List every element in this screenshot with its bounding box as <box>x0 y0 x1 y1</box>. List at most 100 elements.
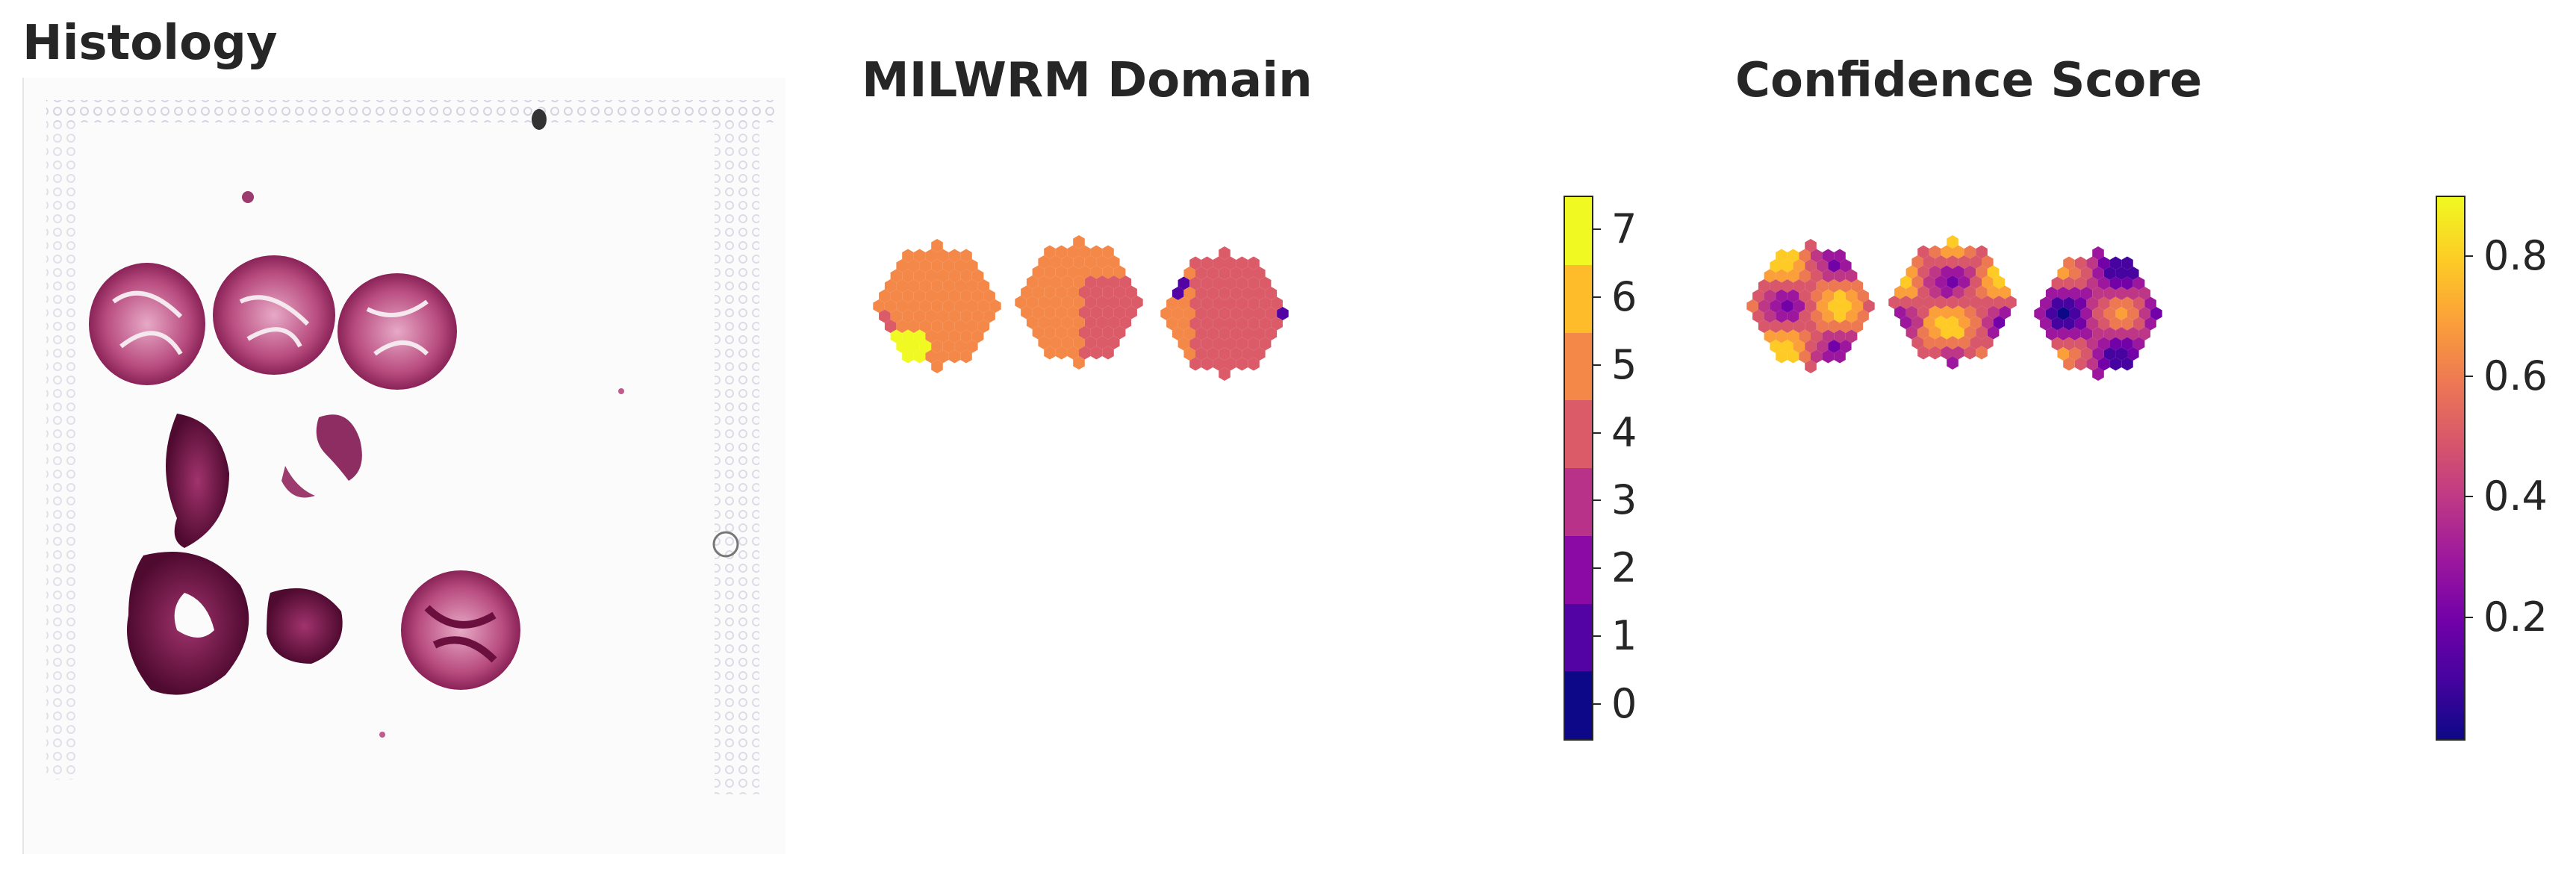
confidence-spot <box>1770 279 1782 293</box>
domain-spot <box>1044 326 1056 340</box>
domain-spot <box>1225 357 1236 371</box>
domain-spot <box>1073 316 1085 329</box>
confidence-spot <box>1964 346 1976 360</box>
confidence-spot <box>1953 346 1964 360</box>
domain-spot <box>1084 275 1097 289</box>
confidence-spot <box>1840 279 1852 293</box>
domain-spot <box>1265 287 1278 300</box>
confidence-spot <box>2086 337 2098 351</box>
domain-colorbar-tick-label: 1 <box>1611 611 1637 659</box>
confidence-spot <box>1993 296 2006 309</box>
domain-spot <box>1236 357 1248 371</box>
confidence-spot <box>2045 307 2058 320</box>
confidence-spot <box>1758 279 1770 293</box>
confidence-spot <box>1958 316 1970 329</box>
domain-spot <box>1207 287 1219 300</box>
domain-colorbar-tick <box>1592 432 1601 434</box>
confidence-spot <box>1999 305 2011 320</box>
domain-spot <box>1225 337 1236 351</box>
confidence-spot <box>2150 307 2162 320</box>
confidence-spot <box>1917 326 1929 340</box>
domain-spot <box>948 289 961 303</box>
confidence-spot <box>2057 287 2069 300</box>
confidence-spot <box>1840 259 1852 273</box>
domain-spot <box>1073 296 1085 309</box>
domain-spot <box>966 340 978 353</box>
confidence-spot <box>1787 329 1799 343</box>
confidence-spot <box>2121 296 2133 311</box>
domain-spot <box>937 249 949 263</box>
confidence-spot <box>2040 296 2052 311</box>
domain-spot <box>1050 255 1062 269</box>
confidence-spot <box>1840 340 1852 353</box>
confidence-spot <box>1782 299 1793 313</box>
confidence-spot <box>1816 259 1829 273</box>
domain-spot <box>1073 255 1085 269</box>
confidence-spot <box>1935 275 1947 289</box>
domain-spot <box>1166 317 1178 331</box>
domain-spot <box>1207 347 1219 361</box>
domain-spot <box>1177 296 1190 311</box>
confidence-spot <box>1923 316 1935 329</box>
confidence-spot <box>1782 259 1793 273</box>
domain-spot <box>977 320 990 333</box>
confidence-spot <box>2063 276 2075 290</box>
domain-spot <box>1207 267 1219 280</box>
confidence-spot <box>1929 326 1941 340</box>
confidence-spot <box>2127 347 2139 361</box>
domain-spot <box>954 279 966 293</box>
confidence-spot <box>1787 309 1799 323</box>
confidence-spot <box>1828 299 1840 313</box>
domain-spot <box>1096 336 1108 349</box>
domain-spot <box>937 269 949 283</box>
domain-spot <box>1061 275 1074 289</box>
domain-spot <box>937 309 949 323</box>
confidence-spot <box>1828 320 1840 333</box>
confidence-spot <box>2080 267 2093 280</box>
confidence-spot <box>1888 296 1900 309</box>
domain-spot <box>1242 327 1254 340</box>
domain-spot <box>966 259 978 273</box>
domain-spot <box>931 259 943 273</box>
confidence-spot <box>1947 356 1959 370</box>
confidence-spot <box>2034 307 2046 320</box>
domain-spot <box>1032 305 1045 320</box>
confidence-spot <box>1822 329 1835 343</box>
confidence-spot <box>1811 329 1823 343</box>
confidence-spot <box>1987 326 2000 340</box>
confidence-spot <box>1840 299 1852 313</box>
confidence-spot <box>1845 309 1858 323</box>
confidence-spot <box>2092 246 2104 260</box>
confidence-spot <box>1964 285 1976 299</box>
confidence-spot <box>1764 289 1776 303</box>
confidence-colorbar-tick-label: 0.6 <box>2483 352 2548 399</box>
confidence-spot <box>1799 309 1811 323</box>
confidence-spot <box>2045 287 2058 300</box>
confidence-spot <box>1770 299 1782 313</box>
confidence-spot <box>1976 245 1988 259</box>
confidence-spot <box>1822 249 1835 263</box>
confidence-spot <box>2051 337 2064 351</box>
domain-spot <box>948 249 961 263</box>
domain-spot <box>1254 347 1266 361</box>
confidence-spot <box>2098 357 2110 371</box>
confidence-spot <box>2138 307 2151 320</box>
domain-spot <box>1201 296 1213 311</box>
domain-spot <box>966 320 978 333</box>
histology-image <box>22 78 785 854</box>
domain-spot <box>1067 346 1079 360</box>
confidence-spot <box>2109 276 2122 290</box>
confidence-spot <box>2074 296 2087 311</box>
domain-spot <box>919 340 932 353</box>
confidence-spot <box>1970 255 1982 269</box>
confidence-spot <box>2144 317 2156 331</box>
domain-spot <box>1061 336 1074 349</box>
domain-spot <box>1195 327 1207 340</box>
confidence-spot <box>1982 296 1994 309</box>
domain-spot <box>1225 296 1236 311</box>
confidence-spot <box>1953 265 1964 279</box>
domain-spot <box>948 269 961 283</box>
confidence-spot <box>1834 349 1846 364</box>
domain-spot <box>1230 327 1242 340</box>
confidence-spot <box>1970 275 1982 289</box>
